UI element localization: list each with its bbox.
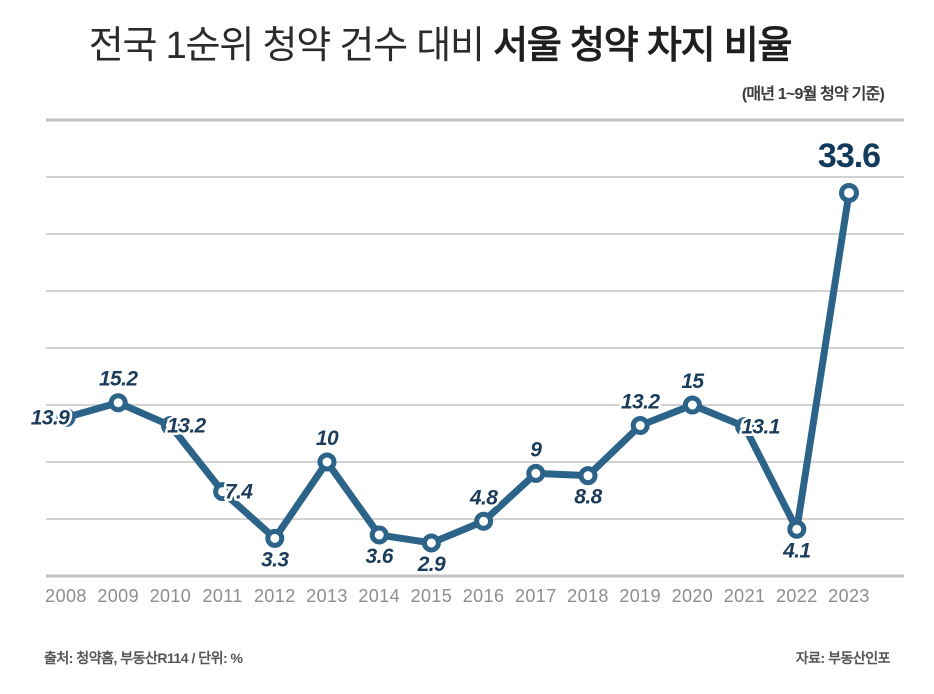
x-axis-tick-label: 2013: [306, 586, 348, 606]
data-label: 15: [681, 370, 704, 393]
data-point-marker[interactable]: [526, 463, 546, 483]
data-point-marker[interactable]: [108, 393, 128, 413]
data-label: 13.2: [167, 415, 206, 438]
x-axis-tick-label: 2008: [45, 586, 87, 606]
chart-header: 전국 1순위 청약 건수 대비 서울 청약 차지 비율 (매년 1~9월 청약 …: [0, 0, 934, 110]
data-label: 15.2: [99, 368, 138, 391]
data-label: 7.4: [225, 481, 253, 504]
page-title-light: 전국 1순위 청약 건수 대비: [88, 25, 494, 67]
data-label: 13.2: [621, 391, 660, 414]
x-axis-tick-labels: 2008 2009 2010 2011 2012 2013 2014 2015 2016 2017…: [45, 586, 870, 606]
data-point-marker[interactable]: [735, 417, 755, 437]
data-labels-group: 13.9 15.2 13.2 7.4 3.3 10 3.6 2.9 4.8 9 8.8 13.2 15 1…: [28, 134, 884, 578]
x-axis-tick-label: 2018: [567, 586, 609, 606]
x-axis-tick-label: 2020: [672, 586, 714, 606]
series-group: [62, 189, 853, 547]
x-axis-tick-label: 2012: [254, 586, 296, 606]
data-point-marker[interactable]: [160, 416, 180, 436]
data-point-marker[interactable]: [682, 395, 702, 415]
data-point-marker[interactable]: [56, 408, 76, 428]
data-point-marker[interactable]: [265, 528, 285, 548]
series-line: [62, 189, 853, 547]
data-point-marker[interactable]: [787, 519, 807, 539]
x-axis-tick-label: 2015: [411, 586, 453, 606]
page-title-bold: 서울 청약 차지 비율: [493, 25, 792, 67]
data-label: 8.8: [574, 486, 602, 509]
x-axis-tick-label: 2023: [828, 586, 870, 606]
x-axis-tick-label: 2016: [463, 586, 505, 606]
x-axis-tick-label: 2017: [515, 586, 557, 606]
chart-footer: 출처: 청약홈, 부동산R114 / 단위: % 자료: 부동산인포: [0, 648, 934, 672]
data-label: 9: [530, 438, 542, 461]
data-label: 10: [316, 427, 339, 450]
page-title: 전국 1순위 청약 건수 대비 서울 청약 차지 비율: [0, 24, 880, 68]
data-label: 4.1: [782, 539, 810, 562]
data-point-marker[interactable]: [839, 182, 859, 203]
page-subtitle: (매년 1~9월 청약 기준): [741, 86, 885, 103]
x-axis-tick-label: 2021: [724, 586, 766, 606]
data-point-marker[interactable]: [630, 416, 650, 436]
data-label: 13.1: [741, 416, 779, 439]
data-label: 3.6: [365, 545, 393, 568]
data-point-marker[interactable]: [317, 452, 337, 472]
data-point-marker[interactable]: [578, 466, 598, 486]
x-axis-tick-label: 2009: [97, 586, 139, 606]
footer-source-left: 출처: 청약홈, 부동산R114 / 단위: %: [44, 650, 243, 666]
data-point-marker[interactable]: [474, 511, 494, 531]
x-axis-tick-label: 2022: [776, 586, 818, 606]
data-label-highlight: 33.6: [818, 137, 880, 175]
gridlines-group: [46, 118, 904, 578]
data-label: 4.8: [469, 486, 498, 509]
x-axis-tick-label: 2014: [358, 586, 400, 606]
data-point-marker[interactable]: [369, 525, 389, 545]
data-point-marker[interactable]: [421, 533, 441, 553]
data-label: 2.9: [417, 553, 446, 576]
data-label: 13.9: [31, 407, 70, 430]
x-axis-tick-label: 2010: [150, 586, 192, 606]
footer-source-right: 자료: 부동산인포: [795, 650, 891, 666]
x-axis-tick-label: 2011: [202, 586, 242, 606]
data-label: 3.3: [261, 548, 289, 571]
x-axis-tick-label: 2019: [619, 586, 661, 606]
data-point-marker[interactable]: [213, 482, 233, 502]
markers-group: [56, 182, 859, 553]
